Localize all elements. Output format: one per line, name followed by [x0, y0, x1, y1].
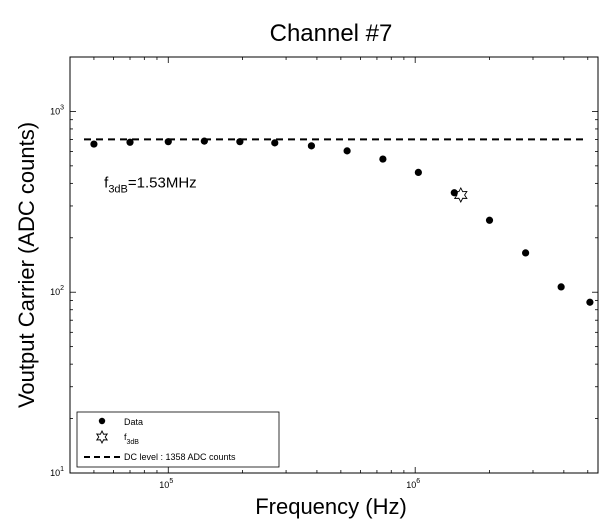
- legend: Data f3dB DC level : 1358 ADC counts: [76, 411, 280, 468]
- data-point: [414, 168, 422, 176]
- data-series: [90, 137, 594, 306]
- chart-title: Channel #7: [270, 20, 393, 47]
- x-axis-ticks: 105 106: [69, 57, 589, 490]
- data-point: [164, 138, 172, 146]
- data-point: [236, 138, 244, 146]
- x-axis-label: Frequency (Hz): [255, 494, 407, 519]
- legend-data-label: Data: [124, 417, 143, 427]
- legend-f3db-name: f: [124, 432, 127, 442]
- annotation-value: =1.53MHz: [128, 174, 197, 191]
- annotation-sub: 3dB: [108, 183, 128, 195]
- legend-star: [95, 429, 109, 445]
- x-tick-label: 105: [159, 478, 173, 490]
- data-point: [522, 249, 530, 257]
- data-point: [343, 147, 351, 155]
- data-point: [307, 142, 316, 150]
- legend-box: [76, 411, 280, 468]
- data-point: [485, 216, 494, 224]
- legend-dc-label: DC level : 1358 ADC counts: [124, 452, 236, 462]
- legend-f3db-label: f3dB: [124, 432, 139, 446]
- y-tick-label: 102: [50, 285, 64, 297]
- data-point: [379, 155, 387, 163]
- y-tick-label: 103: [50, 104, 64, 116]
- legend-f3db-sub: 3dB: [127, 439, 140, 446]
- legend-data-marker: [98, 417, 106, 425]
- data-point: [200, 137, 208, 145]
- data-point: [557, 283, 565, 291]
- data-point: [126, 138, 134, 146]
- y-tick-label: 101: [50, 466, 64, 478]
- data-point: [271, 139, 279, 147]
- y-axis-label: Voutput Carrier (ADC counts): [14, 122, 39, 408]
- annotation-prefix: f: [104, 174, 109, 191]
- x-tick-label: 106: [406, 478, 420, 490]
- data-point: [586, 298, 594, 306]
- data-point: [90, 140, 98, 148]
- f3db-star: [453, 186, 468, 203]
- f3db-marker: [453, 186, 468, 203]
- f3db-annotation: f3dB=1.53MHz: [104, 174, 197, 195]
- legend-star-marker: [95, 429, 109, 445]
- plot-frame: [69, 56, 599, 474]
- y-axis-ticks: 101 102 103: [50, 56, 598, 478]
- data-point: [450, 189, 458, 197]
